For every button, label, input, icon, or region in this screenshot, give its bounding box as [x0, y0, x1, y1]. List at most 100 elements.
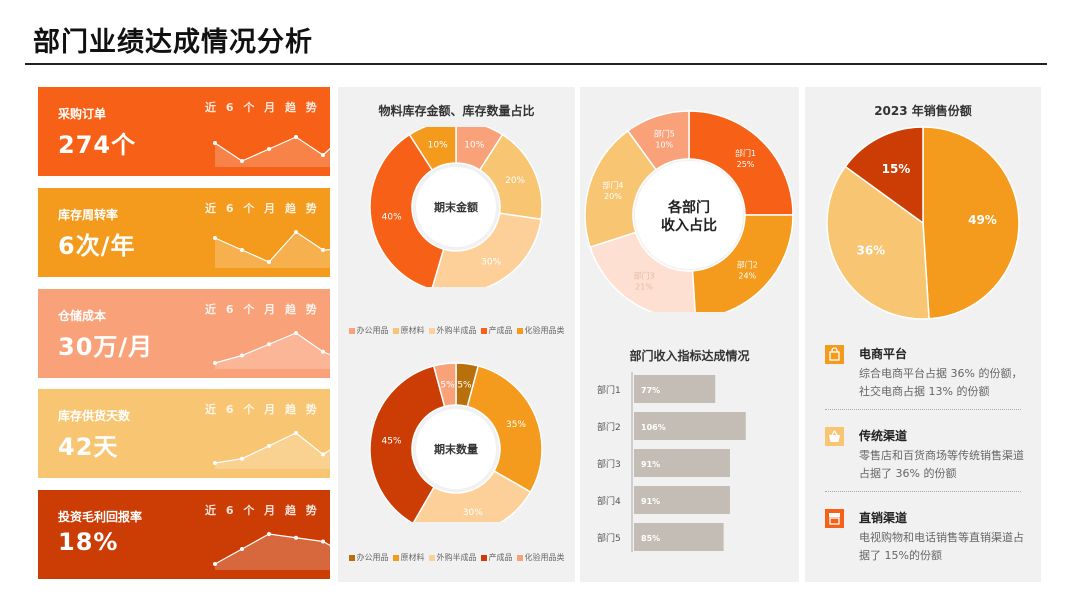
quantity-legend: 办公用品 原材料 外购半成品 产成品 化验用品类 — [338, 552, 575, 563]
kpi-value: 6次/年 — [58, 232, 136, 260]
kpi-trend-label: 近 6 个 月 趋 势 — [205, 504, 320, 517]
sparkline-point — [240, 353, 244, 358]
slice-label: 35% — [506, 420, 526, 430]
legend-item: 原材料 — [392, 552, 425, 563]
legend-label: 化验用品类 — [524, 326, 565, 335]
amount-legend: 办公用品 原材料 外购半成品 产成品 化验用品类 — [338, 325, 575, 336]
donut-slice — [688, 110, 794, 216]
channel-item: 电商平台 综合电商平台占据 36% 的份额，社交电商占据 13% 的份额 — [825, 345, 1025, 415]
kpi-trend-label: 近 6 个 月 趋 势 — [205, 202, 320, 215]
kpi-label: 库存周转率 — [58, 208, 119, 222]
kpi-label: 库存供货天数 — [58, 409, 131, 423]
slice-label: 10% — [655, 140, 673, 149]
inventory-panel: 物料库存金额、库存数量占比 10% 20% 30% 40% 10% 期末金额 办公用品 原材… — [338, 87, 575, 582]
legend-item: 产成品 — [480, 325, 513, 336]
slice-label: 49% — [968, 213, 997, 227]
channel-title: 电商平台 — [859, 347, 908, 361]
slice-label: 10% — [464, 141, 484, 151]
sparkline-point — [267, 260, 271, 264]
kpi-card: 采购订单 274个 近 6 个 月 趋 势 — [38, 87, 352, 176]
channel-item: 直销渠道 电视购物和电话销售等直销渠道占据了 15%的份额 — [825, 509, 1025, 579]
donut-slice — [412, 469, 532, 522]
kpi-sparkline — [213, 431, 352, 469]
sparkline-area — [215, 534, 350, 570]
slice-label: 5% — [457, 381, 472, 391]
donut-slice — [369, 365, 446, 522]
legend-swatch — [428, 554, 435, 561]
legend-item: 外购半成品 — [428, 325, 477, 336]
basket-handle — [831, 429, 838, 436]
slice-label: 20% — [604, 192, 622, 201]
legend-swatch — [480, 327, 487, 334]
legend-label: 原材料 — [400, 326, 425, 335]
sparkline-line — [214, 432, 351, 464]
department-bar-chart: 部门1 77% 部门2 106% 部门3 91% 部门4 91% 部门5 85% — [597, 372, 746, 552]
donut-slice — [466, 365, 543, 494]
kpi-card: 库存供货天数 42天 近 6 个 月 趋 势 — [38, 389, 352, 478]
legend-label: 外购半成品 — [436, 553, 477, 562]
slice-label: 25% — [737, 160, 755, 169]
legend-swatch — [516, 554, 523, 561]
sparkline-point — [213, 141, 217, 145]
sparkline-point — [267, 532, 271, 536]
inventory-title: 物料库存金额、库存数量占比 — [378, 104, 535, 118]
donut-center — [635, 161, 743, 269]
bar — [634, 449, 730, 477]
sales-panel: 2023 年销售份额 49% 36% 15% 电商平台 综合电商平台占据 36% 的份… — [805, 87, 1041, 582]
center-label: 期末金额 — [434, 200, 478, 214]
page-title: 部门业绩达成情况分析 — [33, 27, 313, 58]
kpi-label: 投资毛利回报率 — [58, 510, 143, 524]
income-bar-title: 部门收入指标达成情况 — [629, 349, 750, 363]
kpi-trend-label: 近 6 个 月 趋 势 — [205, 101, 320, 114]
donut-center — [416, 409, 496, 489]
slice-label: 30% — [481, 258, 501, 268]
slice-label: 部门5 — [654, 128, 675, 138]
bar — [634, 412, 746, 440]
sparkline-point — [240, 547, 244, 551]
channel-divider — [825, 409, 1021, 410]
sparkline-line — [214, 533, 351, 565]
slice-label: 45% — [382, 437, 402, 447]
sparkline-point — [213, 562, 217, 566]
sparkline-point — [267, 147, 271, 151]
kpi-value: 274个 — [58, 131, 137, 159]
sparkline-area — [215, 433, 350, 469]
bar-category-label: 部门2 — [597, 421, 621, 433]
kpi-trend-label: 近 6 个 月 趋 势 — [205, 403, 320, 416]
kpi-trend-label: 近 6 个 月 趋 势 — [205, 303, 320, 316]
kpi-sparkline — [213, 230, 352, 268]
sparkline-point — [267, 342, 271, 347]
kpi-value: 42天 — [58, 433, 119, 461]
legend-item: 化验用品类 — [516, 325, 565, 336]
kpi-sparkline — [213, 129, 352, 167]
legend-swatch — [516, 327, 523, 334]
store-icon-glyph — [829, 513, 840, 525]
basket-icon — [825, 427, 844, 446]
bar-value-label: 85% — [641, 534, 660, 543]
store-icon — [825, 509, 844, 528]
channel-description: 电视购物和电话销售等直销渠道占据了 15%的份额 — [859, 531, 1024, 562]
legend-item: 外购半成品 — [428, 552, 477, 563]
sparkline-point — [267, 443, 271, 448]
donut-slice — [369, 133, 445, 287]
bar-value-label: 106% — [641, 423, 666, 432]
channel-divider — [825, 491, 1021, 492]
sparkline-point — [294, 431, 298, 435]
sparkline-point — [213, 461, 217, 465]
sales-title: 2023 年销售份额 — [874, 104, 972, 118]
legend-label: 原材料 — [400, 553, 425, 562]
legend-label: 办公用品 — [356, 326, 389, 335]
bar-value-label: 91% — [641, 497, 660, 506]
income-panel: 部门1 25% 部门2 24% 部门3 21% 部门4 20% 部门5 10% 各部门 收入占比 部门… — [580, 87, 799, 582]
sparkline-point — [240, 159, 244, 163]
legend-item: 办公用品 — [348, 552, 389, 563]
basket-icon-glyph — [829, 429, 840, 442]
legend-swatch — [428, 327, 435, 334]
legend-label: 化验用品类 — [524, 553, 565, 562]
sparkline-point — [294, 230, 298, 234]
legend-label: 外购半成品 — [436, 326, 477, 335]
legend-swatch — [348, 554, 355, 561]
kpi-label: 采购订单 — [58, 107, 107, 121]
legend-label: 产成品 — [488, 553, 513, 562]
